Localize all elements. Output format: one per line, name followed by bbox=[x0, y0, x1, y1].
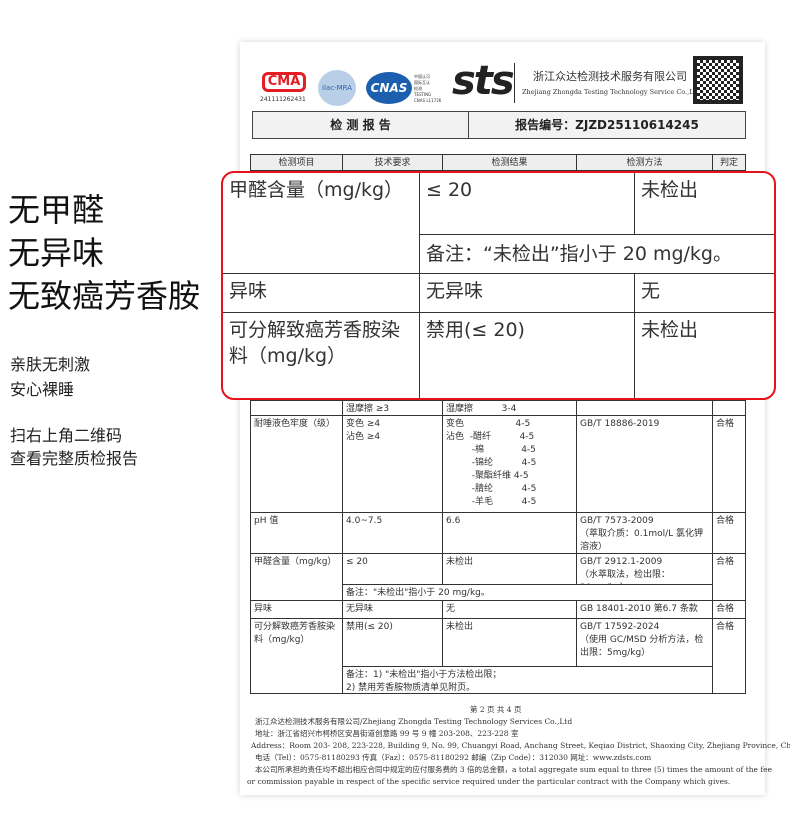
callout-item-formaldehyde: 甲醛含量（mg/kg） bbox=[223, 173, 420, 274]
report-title-bar: 检 测 报 告 报告编号：ZJZD25110614245 bbox=[252, 111, 746, 139]
table-cell-req: 变色 ≥4 沾色 ≥4 bbox=[342, 415, 443, 514]
table-cell-item: 异味 bbox=[250, 600, 343, 620]
table-cell-result: 无 bbox=[442, 600, 577, 620]
sub-text-2: 安心裸睡 bbox=[10, 380, 75, 399]
header-method: 检测方法 bbox=[576, 154, 713, 171]
header-requirement: 技术要求 bbox=[342, 154, 443, 171]
table-cell-result: 变色 4-5 沾色 -醋纤 4-5 -棉 4-5 -锦纶 4-5 -聚酯纤维 4… bbox=[442, 415, 577, 514]
table-note: 备注："未检出"指小于 20 mg/kg。 bbox=[342, 584, 713, 601]
cnas-text: 中国认可 国际互认 检测 TESTING CNAS L11726 bbox=[414, 74, 442, 103]
callout-req-formaldehyde: ≤ 20 bbox=[420, 173, 635, 235]
logo-divider bbox=[514, 63, 515, 103]
company-en: Zhejiang Zhongda Testing Technology Serv… bbox=[522, 88, 701, 96]
table-cell-item: pH 值 bbox=[250, 512, 343, 555]
headline-3: 无致癌芳香胺 bbox=[8, 277, 201, 315]
callout-note-formaldehyde: 备注：“未检出”指小于 20 mg/kg。 bbox=[420, 235, 774, 274]
table-cell-verdict: 合格 bbox=[712, 415, 746, 514]
table-cell-item: 可分解致癌芳香胺染料（mg/kg） bbox=[250, 618, 343, 694]
table-note: 备注：1) "未检出"指小于方法检出限； 2) 禁用芳香胺物质清单见附页。 bbox=[342, 666, 713, 694]
footer-line: 浙江众达检测技术服务有限公司/Zhejiang Zhongda Testing … bbox=[255, 717, 573, 726]
report-number: 报告编号：ZJZD25110614245 bbox=[515, 118, 699, 132]
table-cell-method: GB/T 17592-2024 （使用 GC/MSD 分析方法，检出限：5mg/… bbox=[576, 618, 713, 667]
callout-req-odor: 无异味 bbox=[420, 274, 635, 313]
header-result: 检测结果 bbox=[442, 154, 577, 171]
table-cell-result: 未检出 bbox=[442, 553, 577, 585]
table-cell-result: 未检出 bbox=[442, 618, 577, 667]
sts-logo: sts bbox=[452, 58, 515, 104]
table-cell-method: GB/T 7573-2009 （萃取介质：0.1mol/L 氯化钾溶液） bbox=[576, 512, 713, 555]
table-cell-method: GB/T 18886-2019 bbox=[576, 415, 713, 514]
page-number: 第 2 页 共 4 页 bbox=[470, 705, 522, 714]
headline-1: 无甲醛 bbox=[8, 191, 105, 229]
callout-req-amine: 禁用(≤ 20) bbox=[420, 313, 635, 398]
callout-result-odor: 无 bbox=[635, 274, 774, 313]
ilac-mra-logo: ilac-MRA bbox=[318, 70, 356, 106]
header-verdict: 判定 bbox=[712, 154, 746, 171]
table-cell-verdict: 合格 bbox=[712, 600, 746, 620]
callout-result-formaldehyde: 未检出 bbox=[635, 173, 774, 235]
table-cell-method: GB 18401-2010 第6.7 条款 bbox=[576, 600, 713, 620]
table-cell-item: 甲醛含量（mg/kg） bbox=[250, 553, 343, 601]
footer-line: or commission payable in respect of the … bbox=[247, 777, 731, 786]
qr-hint-1: 扫右上角二维码 bbox=[10, 426, 123, 445]
table-cell-verdict: 合格 bbox=[712, 512, 746, 555]
highlight-callout: 甲醛含量（mg/kg） ≤ 20 未检出 备注：“未检出”指小于 20 mg/k… bbox=[221, 171, 776, 400]
footer-line: Address：Room 203- 208, 223-228, Building… bbox=[251, 741, 790, 750]
qr-hint-2: 查看完整质检报告 bbox=[10, 449, 139, 468]
footer-line: 地址：浙江省绍兴市柯桥区安昌街道创意路 99 号 9 幢 203-208、223… bbox=[255, 729, 519, 738]
table-cell-req: 无异味 bbox=[342, 600, 443, 620]
table-cell-req: 4.0~7.5 bbox=[342, 512, 443, 555]
sub-text-1: 亲肤无刺激 bbox=[10, 355, 91, 374]
table-cell-verdict: 合格 bbox=[712, 553, 746, 601]
report-title: 检 测 报 告 bbox=[253, 112, 469, 138]
footer-line: 本公司所承担的责任均不超出相应合同中规定的应付服务费的 3 倍的总金额，a to… bbox=[255, 765, 773, 774]
qr-code[interactable] bbox=[693, 56, 743, 104]
table-cell-result: 6.6 bbox=[442, 512, 577, 555]
cma-number: 241111262431 bbox=[260, 96, 306, 103]
header-item: 检测项目 bbox=[250, 154, 343, 171]
callout-item-amine: 可分解致癌芳香胺染料（mg/kg） bbox=[223, 313, 420, 398]
callout-item-odor: 异味 bbox=[223, 274, 420, 313]
company-cn: 浙江众达检测技术服务有限公司 bbox=[533, 70, 687, 83]
headline-2: 无异味 bbox=[8, 234, 105, 272]
table-cell-item: 耐唾液色牢度（级） bbox=[250, 415, 343, 514]
table-cell-req: 禁用(≤ 20) bbox=[342, 618, 443, 667]
table-cell-verdict: 合格 bbox=[712, 618, 746, 694]
table-cell-req: ≤ 20 bbox=[342, 553, 443, 585]
callout-result-amine: 未检出 bbox=[641, 319, 699, 341]
cnas-logo: CNAS bbox=[366, 72, 412, 104]
cma-logo: CMA bbox=[262, 72, 306, 92]
footer-line: 电话（Tel）：0575-81180293 传真（Faz）：0575-81180… bbox=[255, 753, 652, 762]
